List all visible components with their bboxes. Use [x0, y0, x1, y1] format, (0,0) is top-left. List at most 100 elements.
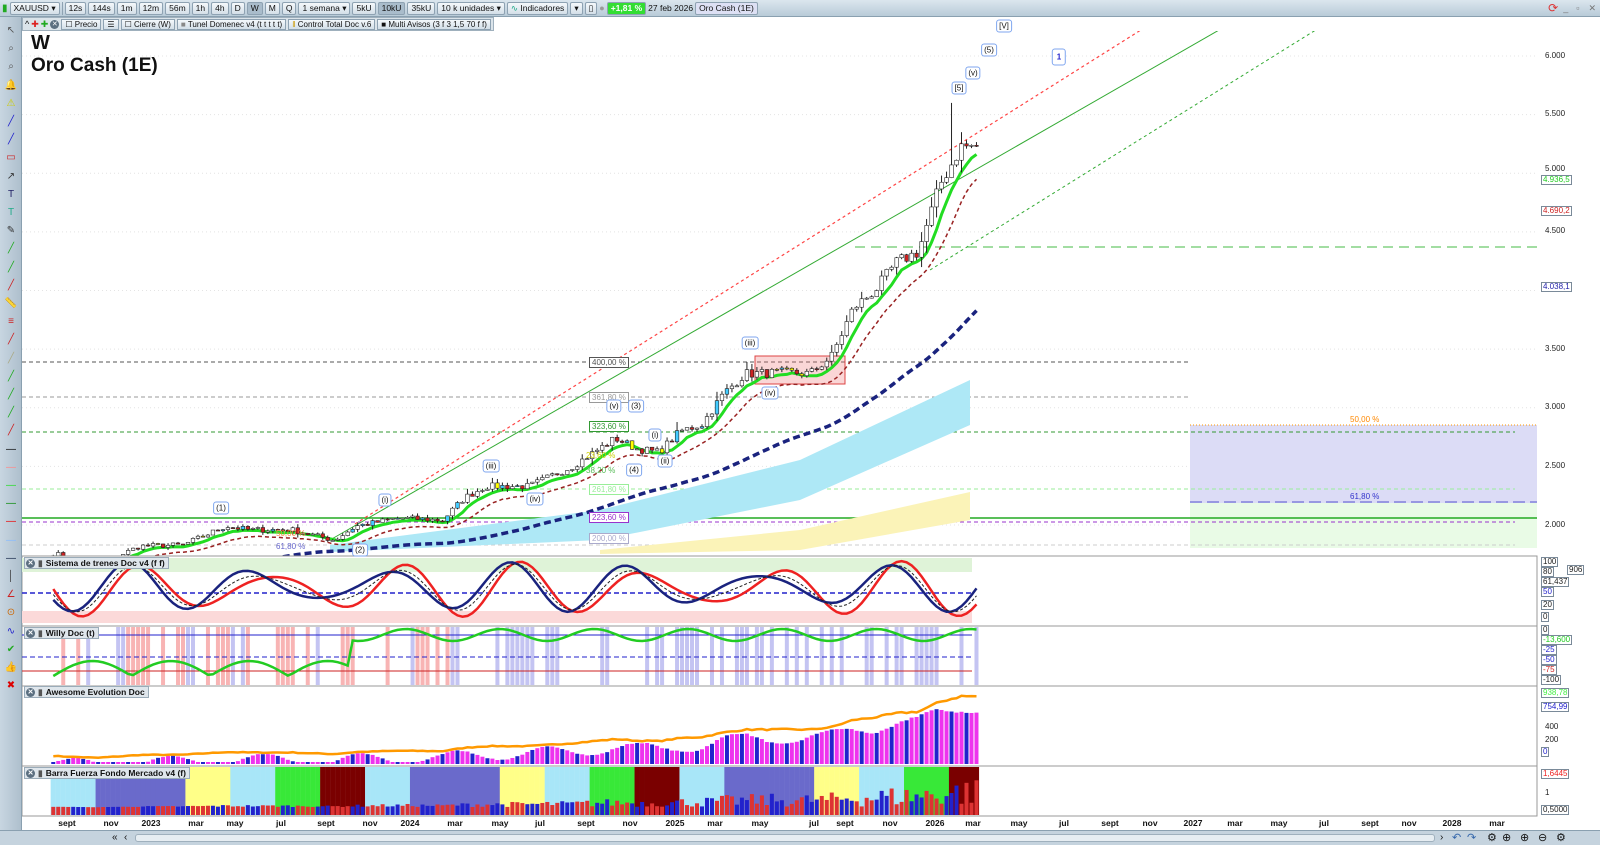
settings-icon[interactable]: ⚙ — [1487, 832, 1497, 844]
chart-type-icon[interactable]: ▮ — [2, 2, 8, 14]
panel-title-1[interactable]: ✕ ▮ Willy Doc (t) — [24, 627, 99, 639]
timeframe-1m[interactable]: 1m — [116, 1, 137, 15]
redo-icon[interactable]: ↷ — [1467, 832, 1477, 844]
legend-control-total[interactable]: ‖ Control Total Doc v.6 — [288, 18, 376, 30]
rectangle-icon[interactable]: ▭ — [6, 152, 16, 164]
channel-icon[interactable]: ╱ — [7, 134, 15, 146]
ruler-icon[interactable]: 📏 — [4, 298, 18, 309]
chart-canvas[interactable] — [22, 31, 1600, 831]
legend-multi-avisos[interactable]: ■ Multi Avisos (3 f 3 1,5 70 f f) — [377, 18, 491, 30]
timeframe-Q[interactable]: Q — [281, 1, 297, 15]
timeframe-144s[interactable]: 144s — [88, 1, 115, 15]
timeframe-W[interactable]: W — [246, 1, 263, 15]
trend-icon[interactable]: ╱ — [7, 116, 15, 127]
period-select[interactable]: 1 semana ▾ — [298, 1, 351, 15]
chart-settings-icon[interactable]: ⚙ — [1556, 832, 1566, 844]
hline-red-icon[interactable]: — — [6, 516, 16, 528]
unit-10kU[interactable]: 10kU — [377, 1, 406, 15]
zoom-area-icon[interactable]: ⌕ — [8, 61, 14, 73]
close-panel-icon[interactable]: ✕ — [26, 628, 35, 638]
text-icon[interactable]: T — [7, 188, 15, 200]
list-icon[interactable]: ☰ — [103, 18, 119, 30]
timeframe-D[interactable]: D — [230, 1, 245, 15]
bell-icon[interactable]: 🔔 — [4, 79, 18, 91]
barra-bar — [450, 804, 455, 815]
scroll-next-icon[interactable]: › — [1440, 832, 1444, 843]
close-panel-icon[interactable]: ✕ — [26, 687, 35, 697]
close-legend-icon[interactable]: ✕ — [50, 19, 60, 29]
line3-icon[interactable]: ╱ — [7, 279, 15, 291]
zoom-icon[interactable]: ⌕ — [8, 43, 14, 55]
add-green-icon[interactable]: ✚ — [40, 18, 49, 29]
indicators-button[interactable]: ∿ Indicadores — [506, 1, 569, 15]
awesome-bar — [111, 762, 116, 764]
hline-lightblue-icon[interactable]: — — [6, 534, 16, 546]
barra-bg — [360, 767, 366, 815]
timeframe-4h[interactable]: 4h — [211, 1, 229, 15]
remove-red-icon[interactable]: ✚ — [31, 18, 39, 29]
trend2-icon[interactable]: ╱ — [7, 407, 15, 419]
vline-icon[interactable]: │ — [7, 571, 15, 582]
wave-icon[interactable]: ∿ — [6, 625, 16, 637]
timeframe-56m[interactable]: 56m — [165, 1, 190, 15]
scroll-bar[interactable]: « ‹ › ↶ ↷ ⚙ ⊕ ⊕ ⊖ ⚙ — [0, 830, 1600, 845]
undo-icon[interactable]: ↶ — [1452, 832, 1462, 844]
close-panel-icon[interactable]: ✕ — [26, 558, 35, 568]
unit-5kU[interactable]: 5kU — [352, 1, 376, 15]
ray-icon[interactable]: ╱ — [7, 389, 15, 400]
ellipse-icon[interactable]: ╱ — [7, 334, 15, 346]
hline-darkgreen-icon[interactable]: — — [6, 498, 16, 510]
close-button[interactable]: ✕ — [1588, 2, 1596, 13]
panel-title-2[interactable]: ✕ ▮ Awesome Evolution Doc — [24, 686, 149, 698]
circle-icon[interactable]: ⊙ — [6, 607, 16, 619]
legend-precio[interactable]: ☐ Precio — [61, 18, 102, 30]
indicators-dropdown[interactable]: ▾ — [570, 1, 583, 15]
legend-cierre[interactable]: ☐ Cierre (W) — [120, 18, 175, 30]
cursor-icon[interactable]: ↖ — [6, 25, 16, 36]
panel-axis-label: -100 — [1541, 675, 1562, 685]
timeframe-12m[interactable]: 12m — [138, 1, 164, 15]
text2-icon[interactable]: T — [7, 207, 15, 218]
check-icon[interactable]: ✔ — [6, 643, 16, 655]
scroll-left-icon[interactable]: « — [112, 832, 118, 843]
hline-black-icon[interactable]: — — [6, 443, 16, 455]
timeframe-1h[interactable]: 1h — [191, 1, 210, 15]
info-icon[interactable]: ▯ — [584, 1, 598, 15]
line-icon[interactable]: ╱ — [7, 243, 15, 255]
minimize-button[interactable]: _ — [1563, 3, 1569, 13]
zoom-in-icon[interactable]: ⊕ — [1520, 832, 1530, 844]
ellipse3-icon[interactable]: ╱ — [7, 370, 15, 382]
zoom-fit-icon[interactable]: ⊕ — [1502, 832, 1512, 844]
timeframe-12s[interactable]: 12s — [64, 1, 87, 15]
collapse-icon[interactable]: ^ — [25, 19, 30, 29]
candle-body — [869, 296, 874, 299]
scroll-prev-icon[interactable]: ‹ — [124, 832, 128, 843]
hline-green-icon[interactable]: — — [6, 480, 16, 491]
brush-icon[interactable]: ✎ — [6, 225, 16, 237]
hline-salmon-icon[interactable]: — — [6, 461, 16, 473]
thumb-icon[interactable]: 👍 — [4, 662, 18, 673]
delete-icon[interactable]: ✖ — [6, 680, 16, 692]
legend-tunel[interactable]: ■ Tunel Domenec v4 (t t t t t) — [176, 18, 287, 30]
zoom-out-icon[interactable]: ⊖ — [1538, 832, 1548, 844]
panel-title-0[interactable]: ✕ ▮ Sistema de trenes Doc v4 (f f) — [24, 557, 169, 569]
units-select[interactable]: 10 k unidades ▾ — [437, 1, 505, 15]
timeframe-M[interactable]: M — [264, 1, 280, 15]
alert-icon[interactable]: ⚠ — [6, 97, 16, 109]
angle-icon[interactable]: ∠ — [6, 589, 16, 601]
close-panel-icon[interactable]: ✕ — [26, 768, 35, 778]
hline-navy-icon[interactable]: — — [6, 552, 16, 564]
arrow-icon[interactable]: ↗ — [6, 170, 16, 182]
fib-icon[interactable]: ≡ — [8, 316, 14, 328]
scroll-thumb[interactable] — [135, 834, 1435, 842]
candle-body — [654, 448, 660, 451]
barra-bg — [933, 767, 940, 815]
ellipse2-icon[interactable]: ╱ — [7, 352, 15, 364]
sync-icon[interactable]: ⟳ — [1548, 1, 1559, 15]
restore-button[interactable]: ▫ — [1576, 3, 1580, 13]
unit-35kU[interactable]: 35kU — [407, 1, 436, 15]
line2-icon[interactable]: ╱ — [7, 261, 15, 273]
symbol-select[interactable]: XAUUSD ▾ — [9, 1, 60, 15]
trend3-icon[interactable]: ╱ — [7, 425, 15, 437]
panel-title-3[interactable]: ✕ ▮ Barra Fuerza Fondo Mercado v4 (f) — [24, 767, 190, 779]
